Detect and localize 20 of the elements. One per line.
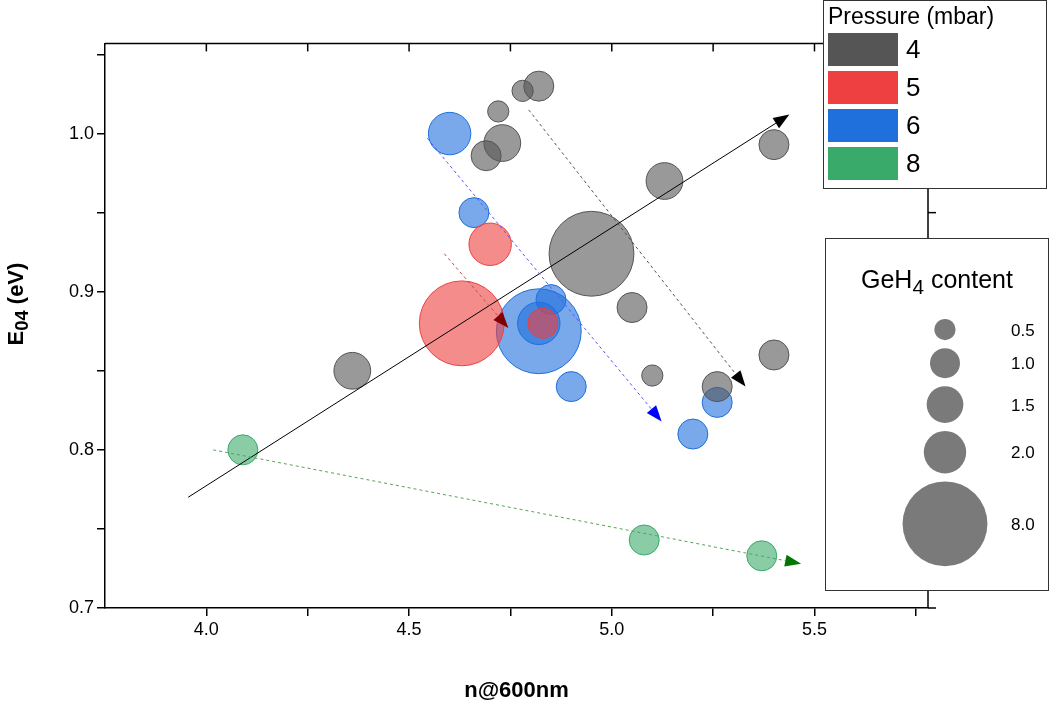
y-tick-label: 0.9 — [68, 280, 94, 301]
y-tick-label: 1.0 — [68, 122, 94, 143]
legend-label: 2.0 — [1011, 443, 1035, 463]
x-tick-label: 4.0 — [193, 618, 219, 639]
y-tick-label: 0.8 — [68, 438, 94, 459]
annotation: GeH$_{4}$ content — [860, 265, 1014, 299]
x-tick-label: 4.5 — [396, 618, 422, 639]
legend-title: Pressure (mbar) — [828, 3, 996, 30]
legend-label: 1.0 — [1011, 354, 1035, 374]
x-axis-title: n@600nm — [464, 676, 569, 702]
x-tick-label: 5.0 — [599, 618, 625, 639]
legend-label: 5 — [906, 71, 921, 103]
legend-label: 0.5 — [1011, 320, 1035, 340]
legend-label: 4 — [906, 33, 921, 65]
legend-label: 6 — [906, 109, 921, 141]
y-tick-label: 0.7 — [68, 596, 94, 617]
x-tick-label: 5.5 — [801, 618, 827, 639]
legend-label: 1.5 — [1011, 395, 1035, 415]
legend-label: 8 — [906, 147, 921, 179]
legend-label: 8.0 — [1011, 514, 1035, 534]
